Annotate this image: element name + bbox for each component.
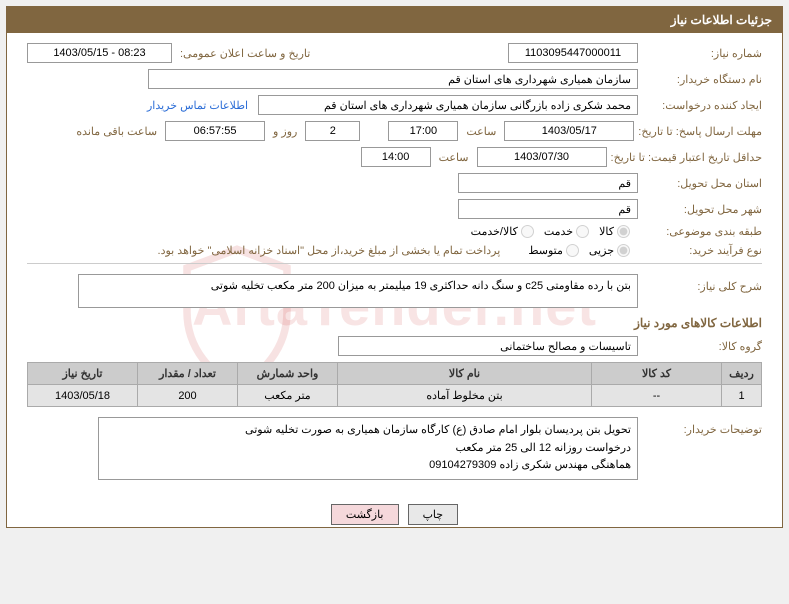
need-number-field: [508, 43, 638, 63]
col-qty: تعداد / مقدار: [138, 363, 238, 385]
announce-datetime-label: تاریخ و ساعت اعلان عمومی:: [176, 47, 314, 60]
remaining-days-field: [305, 121, 360, 141]
goods-info-title: اطلاعات کالاهای مورد نیاز: [27, 316, 762, 330]
goods-group-field: [338, 336, 638, 356]
city-field: [458, 199, 638, 219]
min-validity-time-field: [361, 147, 431, 167]
announce-datetime-field: [27, 43, 172, 63]
subject-class-label: طبقه بندی موضوعی:: [642, 225, 762, 238]
col-row: ردیف: [722, 363, 762, 385]
remaining-label: ساعت باقی مانده: [72, 125, 161, 138]
buyer-org-label: نام دستگاه خریدار:: [642, 73, 762, 86]
city-label: شهر محل تحویل:: [642, 203, 762, 216]
contact-link[interactable]: اطلاعات تماس خریدار: [147, 99, 254, 112]
min-validity-date-field: [477, 147, 607, 167]
province-field: [458, 173, 638, 193]
need-number-label: شماره نیاز:: [642, 47, 762, 60]
process-type-label: نوع فرآیند خرید:: [642, 244, 762, 257]
col-name: نام کالا: [338, 363, 592, 385]
panel-title: جزئیات اطلاعات نیاز: [7, 7, 782, 33]
min-validity-label: حداقل تاریخ اعتبار قیمت: تا تاریخ:: [611, 151, 762, 164]
col-code: کد کالا: [592, 363, 722, 385]
hour-label-2: ساعت: [435, 151, 473, 164]
buyer-notes-label: توضیحات خریدار:: [642, 417, 762, 436]
subject-radio-group: کالا خدمت کالا/خدمت: [471, 225, 630, 238]
buyer-org-field: [148, 69, 638, 89]
deadline-time-field: [388, 121, 458, 141]
requester-field: [258, 95, 638, 115]
col-unit: واحد شمارش: [238, 363, 338, 385]
table-row: 1 -- بتن مخلوط آماده متر مکعب 200 1403/0…: [28, 385, 762, 407]
back-button[interactable]: بازگشت: [331, 504, 399, 525]
deadline-date-field: [504, 121, 634, 141]
radio-medium[interactable]: متوسط: [528, 244, 579, 257]
print-button[interactable]: چاپ: [408, 504, 459, 525]
process-radio-group: جزیی متوسط: [528, 244, 630, 257]
goods-table: ردیف کد کالا نام کالا واحد شمارش تعداد /…: [27, 362, 762, 407]
payment-note: پرداخت تمام یا بخشی از مبلغ خرید،از محل …: [158, 244, 501, 257]
radio-goods-service[interactable]: کالا/خدمت: [471, 225, 534, 238]
deadline-label: مهلت ارسال پاسخ: تا تاریخ:: [638, 125, 762, 138]
province-label: استان محل تحویل:: [642, 177, 762, 190]
hour-label-1: ساعت: [462, 125, 500, 138]
overall-desc-field: بتن با رده مقاومتی c25 و سنگ دانه حداکثر…: [78, 274, 638, 308]
radio-minor[interactable]: جزیی: [589, 244, 630, 257]
overall-desc-label: شرح کلی نیاز:: [642, 274, 762, 293]
goods-group-label: گروه کالا:: [642, 340, 762, 353]
separator: [27, 263, 762, 264]
col-date: تاریخ نیاز: [28, 363, 138, 385]
requester-label: ایجاد کننده درخواست:: [642, 99, 762, 112]
buyer-notes-field: تحویل بتن پردیسان بلوار امام صادق (ع) کا…: [98, 417, 638, 480]
days-and-label: روز و: [269, 125, 301, 138]
remaining-time-field: [165, 121, 265, 141]
radio-service[interactable]: خدمت: [544, 225, 589, 238]
radio-goods[interactable]: کالا: [599, 225, 630, 238]
